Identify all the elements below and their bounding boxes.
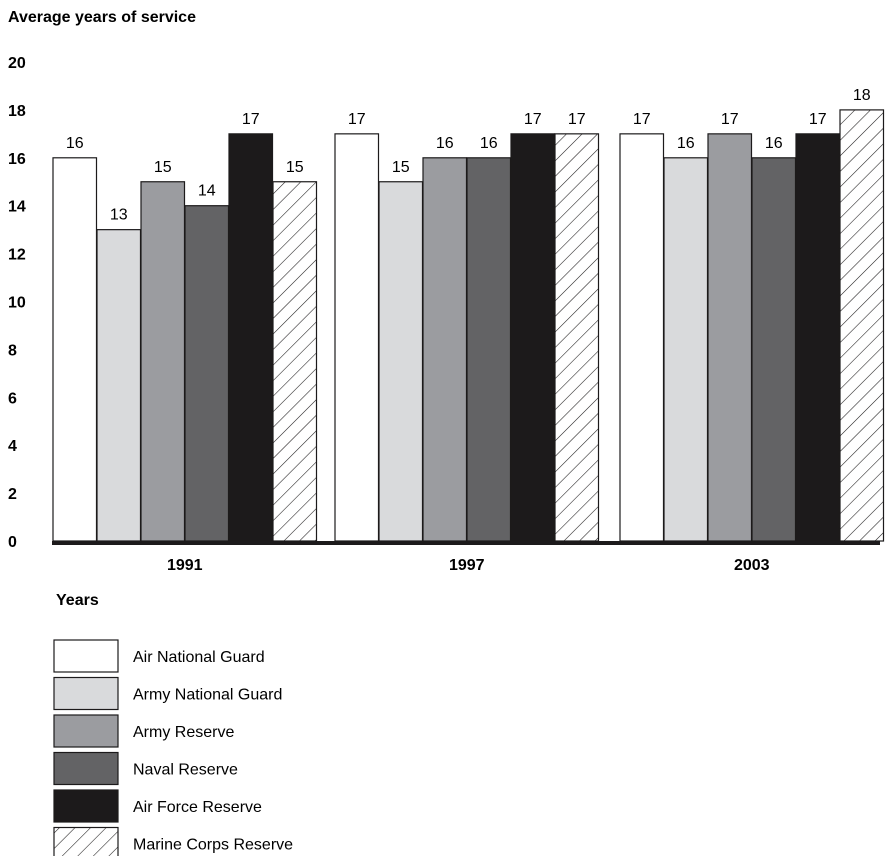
y-tick-label: 10 [8, 295, 26, 312]
x-axis-categories: 1991 1997 2003 [167, 557, 770, 574]
x-category-label: 1997 [449, 557, 485, 574]
y-tick-label: 12 [8, 247, 26, 264]
data-label: 17 [721, 111, 739, 128]
legend-label: Naval Reserve [133, 762, 238, 779]
data-label: 15 [286, 159, 304, 176]
bar [334, 133, 380, 542]
data-label: 17 [633, 111, 651, 128]
legend-label: Army National Guard [133, 687, 282, 704]
legend-label: Air National Guard [133, 649, 265, 666]
data-label: 15 [154, 159, 172, 176]
y-tick-label: 14 [8, 199, 26, 216]
y-tick-label: 2 [8, 486, 17, 503]
bar [272, 181, 318, 542]
bar [795, 133, 841, 542]
data-label: 16 [436, 135, 454, 152]
data-label: 17 [348, 111, 366, 128]
data-label: 17 [568, 111, 586, 128]
x-category-label: 1991 [167, 557, 203, 574]
bar [619, 133, 665, 542]
bar [422, 157, 468, 542]
bar [228, 133, 274, 542]
bar [466, 157, 512, 542]
legend-swatch [53, 639, 119, 673]
x-category-label: 2003 [734, 557, 770, 574]
data-label: 17 [809, 111, 827, 128]
legend-label: Air Force Reserve [133, 799, 262, 816]
bar [378, 181, 424, 542]
bar [184, 205, 230, 542]
data-labels: 16 13 15 14 17 15 17 15 16 16 17 17 17 16 17 16 17 18 [66, 87, 871, 224]
data-label: 16 [765, 135, 783, 152]
legend-swatch [53, 826, 119, 856]
legend-label: Army Reserve [133, 724, 234, 741]
bar [52, 157, 98, 542]
x-axis-title: Years [56, 592, 99, 609]
data-label: 18 [853, 87, 871, 104]
data-label: 16 [480, 135, 498, 152]
data-label: 14 [198, 183, 216, 200]
data-label: 17 [524, 111, 542, 128]
y-tick-label: 16 [8, 151, 26, 168]
bar [510, 133, 556, 542]
y-tick-label: 4 [8, 438, 17, 455]
bar [140, 181, 186, 542]
bar [839, 109, 885, 542]
legend-swatch [53, 714, 119, 748]
bar [751, 157, 797, 542]
y-tick-label: 0 [8, 534, 17, 551]
y-tick-label: 18 [8, 103, 26, 120]
bar [663, 157, 709, 542]
legend-swatch [53, 676, 119, 711]
y-tick-label: 6 [8, 390, 17, 407]
legend-label: Marine Corps Reserve [133, 837, 293, 854]
y-tick-label: 8 [8, 342, 17, 359]
bar [554, 133, 600, 542]
data-label: 16 [66, 135, 84, 152]
bar [707, 133, 753, 542]
data-label: 15 [392, 159, 410, 176]
legend-swatch [53, 789, 119, 823]
bar [96, 229, 142, 542]
legend: Air National Guard Army National Guard Arm… [53, 639, 293, 856]
y-axis-ticks: 0 2 4 6 8 10 12 14 16 18 20 [8, 55, 26, 551]
data-label: 16 [677, 135, 695, 152]
data-label: 17 [242, 111, 260, 128]
y-tick-label: 20 [8, 55, 26, 72]
data-label: 13 [110, 207, 128, 224]
bars [52, 109, 885, 542]
legend-swatch [53, 751, 119, 786]
y-axis-title: Average years of service [8, 9, 196, 26]
